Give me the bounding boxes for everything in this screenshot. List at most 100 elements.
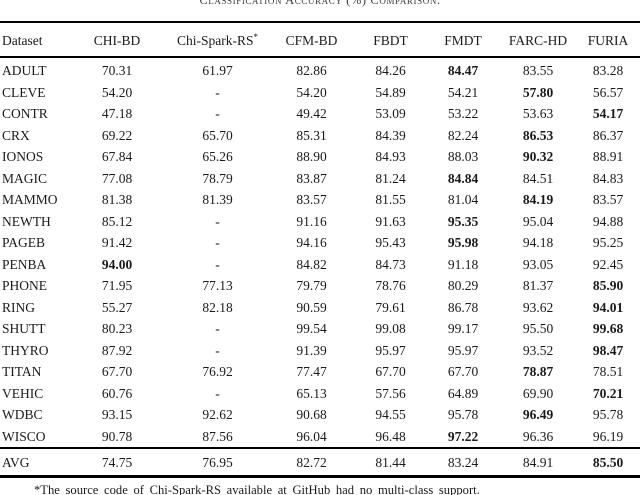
value-cell: 67.70 <box>375 364 406 379</box>
value-cell: 80.23 <box>101 321 133 336</box>
value-cell: 81.04 <box>447 192 479 207</box>
value-cell: 87.56 <box>202 428 233 444</box>
avg-row: AVG 74.75 76.95 82.72 81.44 83.24 84.91 85.50 <box>0 447 640 477</box>
value-cell: - <box>215 321 220 336</box>
value-cell: - <box>215 106 220 121</box>
value-cell: 49.42 <box>296 106 327 121</box>
table-row: NEWTH 85.12 - 91.16 91.63 95.35 95.04 94.88 <box>0 211 640 233</box>
accuracy-table: Dataset CHI-BD Chi-Spark-RS* CFM-BD FBDT FMDT… <box>0 21 640 478</box>
value-cell: 84.82 <box>296 256 327 272</box>
value-cell: - <box>215 256 220 272</box>
value-cell: 85.90 <box>592 278 624 293</box>
value-cell: 84.73 <box>375 256 406 272</box>
table-row: WISCO 90.78 87.56 96.04 96.48 97.22 96.36 96.19 <box>0 426 640 449</box>
value-cell: - <box>215 342 220 358</box>
value-cell: 81.39 <box>202 192 233 207</box>
dataset-cell: AVG <box>0 447 67 477</box>
value-cell: 84.47 <box>447 63 479 78</box>
value-cell: 95.97 <box>375 342 406 358</box>
value-cell: 61.97 <box>202 63 233 78</box>
value-cell: 83.24 <box>426 447 500 477</box>
value-cell: 83.28 <box>592 63 624 78</box>
value-cell: 83.87 <box>296 170 327 186</box>
dataset-cell: MAGIC <box>2 170 48 186</box>
value-cell: 90.32 <box>522 149 554 164</box>
value-cell: 86.53 <box>522 127 554 143</box>
dataset-cell: RING <box>2 299 35 315</box>
value-cell: 85.12 <box>101 213 133 229</box>
value-cell: 94.00 <box>101 256 133 272</box>
value-cell: 84.51 <box>522 170 554 186</box>
value-cell: 54.20 <box>101 84 133 100</box>
value-cell: 79.79 <box>296 278 327 293</box>
value-cell: 84.26 <box>375 63 406 78</box>
value-cell: 93.05 <box>522 256 554 272</box>
table-row: MAMMO 81.38 81.39 83.57 81.55 81.04 84.19 83.57 <box>0 189 640 211</box>
value-cell: 79.61 <box>375 299 406 315</box>
value-cell: 81.24 <box>375 170 406 186</box>
value-cell: 94.16 <box>296 235 327 250</box>
column-header: CHI-BD <box>67 22 167 58</box>
value-cell: 53.09 <box>375 106 406 121</box>
dataset-cell: NEWTH <box>2 213 51 229</box>
value-cell: 93.62 <box>522 299 554 315</box>
value-cell: 83.55 <box>522 63 554 78</box>
value-cell: 87.92 <box>101 342 133 358</box>
footnote-marker: * <box>253 32 259 42</box>
value-cell: 91.18 <box>447 256 479 272</box>
table-row: ADULT 70.31 61.97 82.86 84.26 84.47 83.55 83.28 <box>0 57 640 82</box>
value-cell: 81.55 <box>375 192 406 207</box>
value-cell: 85.50 <box>576 447 640 477</box>
value-cell: 77.47 <box>296 364 327 379</box>
value-cell: 81.38 <box>101 192 133 207</box>
value-cell: 95.35 <box>447 213 479 229</box>
value-cell: 65.70 <box>202 127 233 143</box>
value-cell: 91.16 <box>296 213 327 229</box>
dataset-cell: IONOS <box>2 149 44 164</box>
value-cell: 90.78 <box>101 428 133 444</box>
dataset-cell: WDBC <box>2 407 43 422</box>
column-header: CFM-BD <box>268 22 355 58</box>
value-cell: 98.47 <box>592 342 624 358</box>
value-cell: 93.52 <box>522 342 554 358</box>
table-row: CLEVE 54.20 - 54.20 54.89 54.21 57.80 56.57 <box>0 82 640 104</box>
table-caption-clip: Classification Accuracy (%) Comparison. <box>0 0 640 9</box>
value-cell: 54.21 <box>447 84 479 100</box>
dataset-cell: VEHIC <box>2 385 44 401</box>
dataset-cell: PHONE <box>2 278 48 293</box>
value-cell: 94.01 <box>592 299 624 315</box>
dataset-cell: CLEVE <box>2 84 46 100</box>
footnote: *The source code of Chi-Spark-RS availab… <box>34 483 480 495</box>
value-cell: 74.75 <box>67 447 167 477</box>
table-caption: Classification Accuracy (%) Comparison. <box>199 0 441 7</box>
value-cell: 90.68 <box>296 407 327 422</box>
value-cell: 69.22 <box>101 127 133 143</box>
dataset-cell: CONTR <box>2 106 48 121</box>
value-cell: 60.76 <box>101 385 133 401</box>
dataset-cell: SHUTT <box>2 321 46 336</box>
table-body: ADULT 70.31 61.97 82.86 84.26 84.47 83.55 83.28… <box>0 57 640 448</box>
column-header: FURIA <box>576 22 640 58</box>
value-cell: 57.80 <box>522 84 554 100</box>
value-cell: 55.27 <box>101 299 133 315</box>
value-cell: 67.84 <box>101 149 133 164</box>
header-row: Dataset CHI-BD Chi-Spark-RS* CFM-BD FBDT FMDT… <box>0 22 640 58</box>
value-cell: 70.31 <box>101 63 133 78</box>
value-cell: 95.78 <box>592 407 624 422</box>
value-cell: - <box>215 84 220 100</box>
column-header: FARC-HD <box>500 22 576 58</box>
value-cell: 95.25 <box>592 235 624 250</box>
value-cell: 80.29 <box>447 278 479 293</box>
value-cell: 92.45 <box>592 256 624 272</box>
value-cell: 82.86 <box>296 63 327 78</box>
value-cell: 84.84 <box>447 170 479 186</box>
value-cell: 81.37 <box>522 278 554 293</box>
table-row: PAGEB 91.42 - 94.16 95.43 95.98 94.18 95.25 <box>0 232 640 254</box>
value-cell: 69.90 <box>522 385 554 401</box>
value-cell: 54.20 <box>296 84 327 100</box>
value-cell: 92.62 <box>202 407 233 422</box>
table-header: Dataset CHI-BD Chi-Spark-RS* CFM-BD FBDT FMDT… <box>0 22 640 58</box>
dataset-cell: WISCO <box>2 428 46 444</box>
value-cell: 91.39 <box>296 342 327 358</box>
table-row: PHONE 71.95 77.13 79.79 78.76 80.29 81.37 85.90 <box>0 275 640 297</box>
